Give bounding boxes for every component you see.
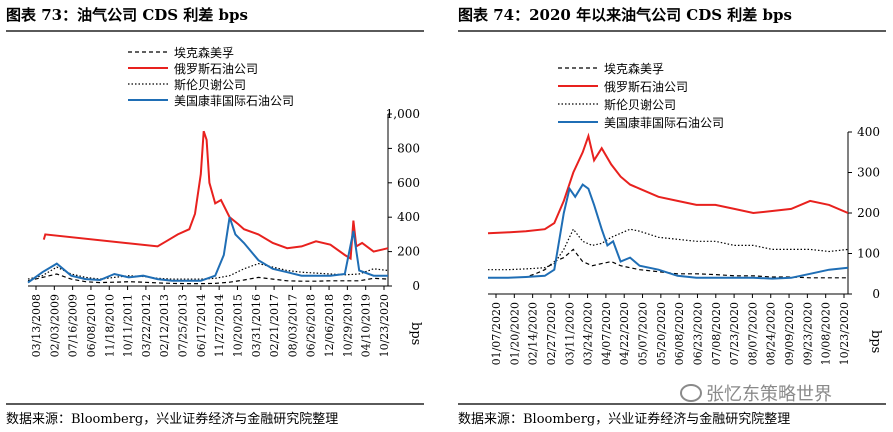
- left-x-tick-label: 06/17/2014: [195, 294, 208, 357]
- left-source-rule: [6, 403, 424, 405]
- left-source-note: 数据来源：Bloomberg，兴业证券经济与金融研究院整理: [6, 412, 339, 427]
- right-x-tick-label: 04/07/2020: [600, 302, 613, 365]
- left-y-axis-label: bps: [408, 322, 423, 345]
- left-x-tick-label: 11/18/2010: [103, 294, 116, 357]
- right-y-axis-label: bps: [868, 330, 883, 353]
- left-chart: 0 200 400 600 800 1,000 bps 03/13/2008 02/03/200…: [27, 45, 423, 357]
- left-x-tick-label: 08/03/2017: [286, 294, 299, 357]
- right-x-tick-label: 09/23/2020: [801, 302, 814, 365]
- left-x-tick-label: 04/10/2019: [360, 294, 373, 357]
- left-x-tick-label: 10/11/2011: [122, 294, 135, 357]
- left-x-tick-label: 02/21/2017: [268, 294, 281, 357]
- watermark: 张忆东策略世界: [680, 380, 832, 406]
- left-legend-label: 美国康菲国际石油公司: [174, 93, 294, 108]
- right-x-tick-label: 04/22/2020: [618, 302, 631, 365]
- right-series-chevron-line: [488, 228, 849, 271]
- left-x-tick-label: 11/27/2014: [213, 294, 226, 357]
- left-y-tick-label: 1,000: [386, 107, 420, 121]
- left-x-tick-label: 12/06/2018: [323, 294, 336, 357]
- right-source-rule: [458, 403, 886, 405]
- left-series-exxon-line: [27, 273, 389, 285]
- right-y-tick-label: 400: [857, 125, 880, 139]
- right-legend-label: 俄罗斯石油公司: [604, 80, 688, 94]
- left-y-tick-label: 0: [412, 279, 420, 293]
- left-y-tick-label: 600: [397, 176, 420, 190]
- left-legend-label: 俄罗斯石油公司: [174, 62, 258, 76]
- right-x-tick-label: 08/07/2020: [746, 302, 759, 365]
- right-x-tick-label: 10/08/2020: [820, 302, 833, 365]
- left-series-chevron-line: [27, 262, 389, 280]
- wechat-icon: [680, 384, 702, 402]
- right-y-tick-label: 100: [857, 247, 880, 261]
- left-legend-label: 斯伦贝谢公司: [174, 77, 246, 92]
- left-y-tick-label: 400: [397, 210, 420, 224]
- right-x-tick-label: 09/09/2020: [783, 302, 796, 365]
- left-x-tick-label: 03/31/2016: [250, 294, 263, 357]
- left-x-tick-label: 02/12/2013: [158, 294, 171, 357]
- left-chart-title: 图表 73：油气公司 CDS 利差 bps: [6, 6, 248, 24]
- left-x-tick-label: 10/20/2015: [231, 294, 244, 357]
- right-legend-label: 斯伦贝谢公司: [604, 97, 676, 112]
- left-x-tick-label: 10/23/2020: [378, 294, 391, 357]
- left-x-tick-label: 10/29/2019: [341, 294, 354, 357]
- right-series-conoco-line: [488, 183, 849, 280]
- right-x-tick-label: 07/23/2020: [728, 302, 741, 365]
- right-legend-label: 美国康菲国际石油公司: [604, 115, 724, 130]
- left-y-tick-label: 200: [397, 245, 420, 259]
- right-x-tick-label: 05/20/2020: [655, 302, 668, 365]
- left-legend-label: 埃克森美孚: [174, 45, 234, 60]
- left-y-tick-label: 800: [397, 141, 420, 155]
- left-series-conoco-line: [27, 216, 388, 284]
- right-title-rule: [458, 30, 886, 32]
- left-x-tick-label: 02/03/2009: [48, 294, 61, 357]
- right-x-tick-label: 08/24/2020: [765, 302, 778, 365]
- right-y-tick-label: 0: [872, 287, 880, 301]
- left-x-tick-label: 06/26/2018: [305, 294, 318, 357]
- watermark-text: 张忆东策略世界: [706, 384, 832, 405]
- right-x-tick-label: 05/07/2020: [637, 302, 650, 365]
- right-x-tick-label: 03/24/2020: [582, 302, 595, 365]
- right-x-tick-label: 10/23/2020: [838, 302, 851, 365]
- right-chart-title: 图表 74：2020 年以来油气公司 CDS 利差 bps: [458, 6, 792, 24]
- left-x-tick-label: 06/08/2010: [85, 294, 98, 357]
- left-x-tick-label: 07/25/2013: [177, 294, 190, 357]
- right-y-tick-label: 300: [857, 166, 880, 180]
- left-x-tick-label: 03/22/2012: [140, 294, 153, 357]
- right-x-tick-label: 07/08/2020: [710, 302, 723, 365]
- right-chart: 0 100 200 300 400 bps 01/07/2020 01/20/2020 02/1…: [487, 61, 883, 365]
- right-x-tick-label: 06/08/2020: [673, 302, 686, 365]
- right-x-tick-label: 02/14/2020: [527, 302, 540, 365]
- left-x-tick-label: 07/16/2009: [67, 294, 80, 357]
- left-title-rule: [6, 30, 424, 32]
- left-series-rosneft-line: [42, 130, 389, 261]
- right-x-tick-label: 03/11/2020: [563, 302, 576, 365]
- right-legend-label: 埃克森美孚: [604, 61, 664, 76]
- right-x-tick-label: 06/23/2020: [691, 302, 704, 365]
- right-x-tick-label: 01/07/2020: [490, 302, 503, 365]
- right-series-rosneft-line: [487, 132, 849, 235]
- right-y-tick-label: 200: [857, 206, 880, 220]
- right-x-tick-label: 02/27/2020: [545, 302, 558, 365]
- left-x-tick-label: 03/13/2008: [30, 294, 43, 357]
- right-x-tick-label: 01/20/2020: [508, 302, 521, 365]
- right-series-exxon-line: [488, 248, 848, 279]
- right-source-note: 数据来源：Bloomberg，兴业证券经济与金融研究院整理: [458, 412, 791, 427]
